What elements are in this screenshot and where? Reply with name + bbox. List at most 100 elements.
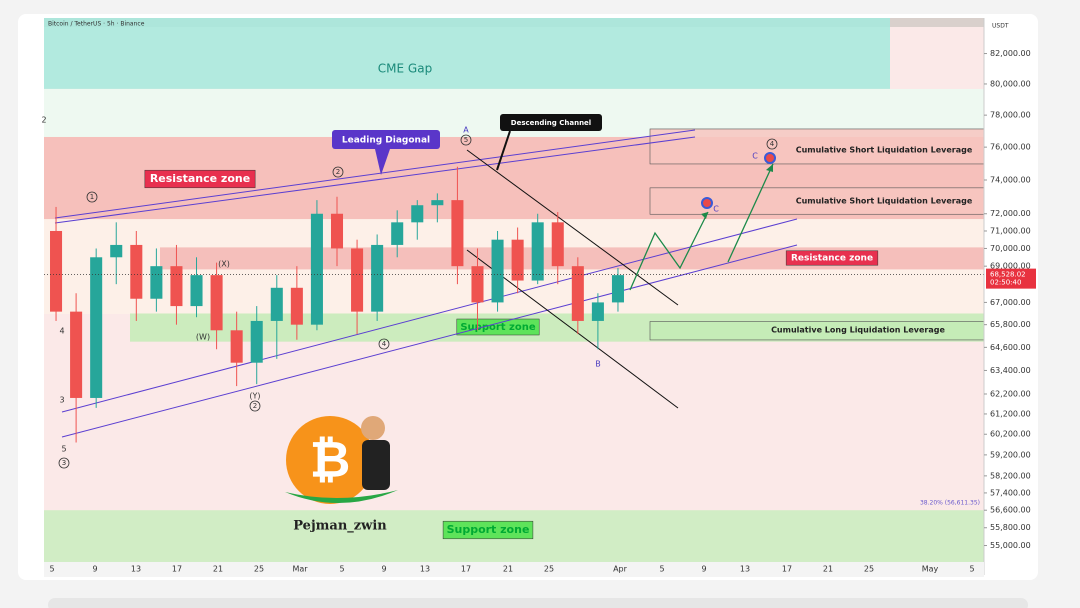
logo-glyph: ₿ xyxy=(310,431,351,489)
pattern-label: Leading Diagonal xyxy=(342,136,430,146)
wave-label: 4 xyxy=(382,340,387,348)
currency-label: USDT xyxy=(992,23,1009,30)
candle-body xyxy=(371,244,384,312)
candle-body xyxy=(391,222,404,245)
y-tick-label: 63,400.00 xyxy=(990,366,1031,375)
zone-label: Cumulative Short Liquidation Leverage xyxy=(796,197,973,206)
y-tick-label: 82,000.00 xyxy=(990,49,1031,58)
target-marker xyxy=(701,197,713,209)
x-tick-label: 13 xyxy=(740,565,750,574)
x-tick-label: Mar xyxy=(292,565,308,574)
candle-body xyxy=(210,275,223,331)
trendline xyxy=(61,244,798,438)
logo-swoosh xyxy=(285,490,398,504)
wave-label: 3 xyxy=(62,459,66,467)
x-tick-label: 9 xyxy=(92,565,97,574)
candle-body xyxy=(351,248,364,312)
zone-label-box xyxy=(442,520,534,540)
candle-body xyxy=(531,222,544,281)
zone xyxy=(160,247,984,270)
candle-body xyxy=(150,266,163,299)
projection-path xyxy=(629,211,709,291)
y-tick-label: 62,200.00 xyxy=(990,389,1031,398)
zone-label: Resistance zone xyxy=(150,172,250,185)
zone-label: CME Gap xyxy=(378,62,432,76)
projection-path xyxy=(727,163,774,263)
bottom-bar xyxy=(48,598,1028,608)
zone-label: Cumulative Short Liquidation Leverage xyxy=(796,146,973,155)
x-tick-label: 17 xyxy=(172,565,182,574)
price-axis xyxy=(984,18,1036,575)
y-tick-label: 60,200.00 xyxy=(990,430,1031,439)
wave-label: 2 xyxy=(336,168,340,176)
channel-line xyxy=(466,149,679,306)
pattern-label: Descending Channel xyxy=(511,119,591,127)
wave-circle xyxy=(332,166,344,178)
fib-label: 38.20% (56,611.35) xyxy=(920,500,980,507)
candle-body xyxy=(611,275,624,303)
wave-label: (X) xyxy=(218,260,230,269)
y-tick-label: 56,600.00 xyxy=(990,506,1031,515)
x-tick-label: 17 xyxy=(461,565,471,574)
candle-body xyxy=(90,257,103,398)
candle-body xyxy=(551,222,564,267)
zone-label: Cumulative Long Liquidation Leverage xyxy=(771,326,945,335)
watermark: Pejman_zwin xyxy=(293,519,387,534)
wave-label: (W) xyxy=(196,333,210,342)
wave-circle xyxy=(460,134,472,146)
candle-body xyxy=(571,266,584,321)
candle-body xyxy=(190,275,203,307)
y-tick-label: 74,000.00 xyxy=(990,175,1031,184)
y-tick-label: 55,800.00 xyxy=(990,523,1031,532)
candle-body xyxy=(110,244,123,258)
y-tick-label: 55,000.00 xyxy=(990,541,1031,550)
y-tick-label: 80,000.00 xyxy=(990,79,1031,88)
wave-label: 4 xyxy=(59,327,64,336)
y-tick-label: 67,000.00 xyxy=(990,298,1031,307)
logo-circle xyxy=(286,416,374,504)
wave-label: 3 xyxy=(59,396,64,405)
trendline xyxy=(61,218,798,413)
time-axis xyxy=(44,562,984,577)
zone-label: Resistance zone xyxy=(791,254,873,264)
y-tick-label: 76,000.00 xyxy=(990,143,1031,152)
timer-label: 02:50:40 xyxy=(990,279,1021,287)
candle-body xyxy=(411,205,424,223)
candle-body xyxy=(230,330,243,363)
price-tag-label: 68,528.02 xyxy=(990,271,1026,279)
x-tick-label: 5 xyxy=(49,565,54,574)
x-tick-label: 25 xyxy=(864,565,874,574)
callout-box xyxy=(500,114,602,131)
trendline xyxy=(54,136,696,224)
candle-body xyxy=(471,266,484,303)
chart-title: Bitcoin / TetherUS · 5h · Binance xyxy=(48,21,145,28)
target-marker xyxy=(764,152,776,164)
x-tick-label: 13 xyxy=(420,565,430,574)
wave-circle xyxy=(378,338,390,350)
candle-body xyxy=(290,287,303,325)
wave-label: 5 xyxy=(464,136,468,144)
wave-label: C xyxy=(752,152,758,161)
x-tick-label: 13 xyxy=(131,565,141,574)
wave-circle xyxy=(58,457,70,469)
arrow-head xyxy=(766,164,773,172)
candle-body xyxy=(310,213,323,325)
zone-label-box xyxy=(144,169,256,189)
y-tick-label: 69,000.00 xyxy=(990,262,1031,271)
wave-circle xyxy=(766,138,778,150)
wave-label: 1 xyxy=(90,193,94,201)
x-tick-label: 5 xyxy=(969,565,974,574)
candle-body xyxy=(130,244,143,299)
candle-body xyxy=(431,200,444,206)
y-tick-label: 70,000.00 xyxy=(990,244,1031,253)
y-tick-label: 57,400.00 xyxy=(990,488,1031,497)
y-tick-label: 65,800.00 xyxy=(990,320,1031,329)
wave-label: (Y) xyxy=(249,392,260,401)
candle-body xyxy=(250,320,263,363)
x-tick-label: 9 xyxy=(381,565,386,574)
x-tick-label: 5 xyxy=(339,565,344,574)
callout-box xyxy=(332,130,440,149)
y-tick-label: 71,000.00 xyxy=(990,226,1031,235)
x-tick-label: 21 xyxy=(823,565,833,574)
arrow-head xyxy=(701,212,708,219)
